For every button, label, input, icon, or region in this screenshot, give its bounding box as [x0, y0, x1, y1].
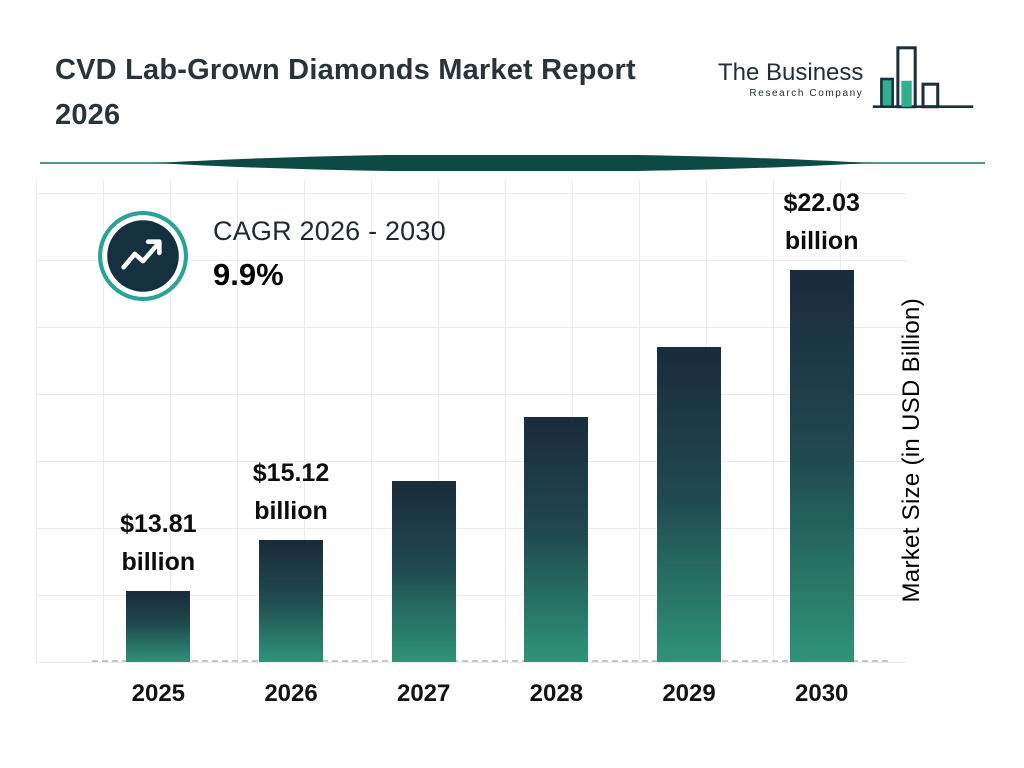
- divider-lens-icon: [40, 154, 985, 172]
- bar-2028: [524, 417, 589, 662]
- bar-plot: $13.81 billion $15.12 billion $22.03 billi…: [92, 189, 888, 662]
- x-axis-baseline: [92, 660, 888, 662]
- bar-slot-2027: [357, 232, 490, 662]
- y-axis-title-wrap: Market Size (in USD Billion): [898, 240, 926, 660]
- bar-slot-2026: $15.12 billion: [225, 232, 358, 662]
- x-axis-label-2030: 2030: [795, 680, 849, 707]
- company-logo: The Business Research Company: [718, 44, 975, 119]
- bar-2026: [259, 540, 323, 662]
- cagr-text: CAGR 2026 - 2030 9.9%: [213, 210, 446, 293]
- logo-subtitle: Research Company: [749, 88, 864, 100]
- bar-2027: [391, 481, 456, 662]
- bar-value-label-2025: $13.81 billion: [120, 510, 197, 576]
- chart-gridlines: [36, 180, 907, 663]
- bar-2025: [126, 591, 191, 662]
- x-axis-label-2025: 2025: [131, 680, 186, 707]
- bar-slot-2025: $13.81 billion: [92, 232, 225, 662]
- x-axis-label-2028: 2028: [529, 680, 584, 707]
- bar-chart-logo-icon: [871, 44, 975, 119]
- cagr-label: CAGR 2026 - 2030: [213, 216, 446, 246]
- page-title: CVD Lab-Grown Diamonds Market Report 202…: [55, 54, 636, 131]
- y-axis-title: Market Size (in USD Billion): [898, 297, 925, 603]
- cagr-badge: CAGR 2026 - 2030 9.9%: [97, 210, 446, 302]
- x-axis-label-2029: 2029: [662, 680, 716, 707]
- bar-2030: [789, 270, 854, 662]
- logo-text: The Business Research Company: [718, 59, 864, 100]
- x-axis-label-2027: 2027: [396, 680, 451, 707]
- bar-2029: [657, 347, 722, 662]
- x-axis-label-2026: 2026: [264, 680, 318, 707]
- bar-slot-2029: [623, 232, 756, 662]
- bar-value-label-2026: $15.12 billion: [252, 459, 330, 525]
- logo-name: The Business: [718, 59, 864, 86]
- x-axis-labels: 2025 2026 2027 2028 2029 2030: [92, 680, 888, 708]
- trending-up-icon: [97, 210, 189, 302]
- bar-slot-2030: $22.03 billion: [755, 189, 888, 662]
- cagr-value: 9.9%: [213, 257, 284, 292]
- bar-slot-2028: [490, 232, 623, 662]
- bar-value-label-2030: $22.03 billion: [783, 189, 860, 255]
